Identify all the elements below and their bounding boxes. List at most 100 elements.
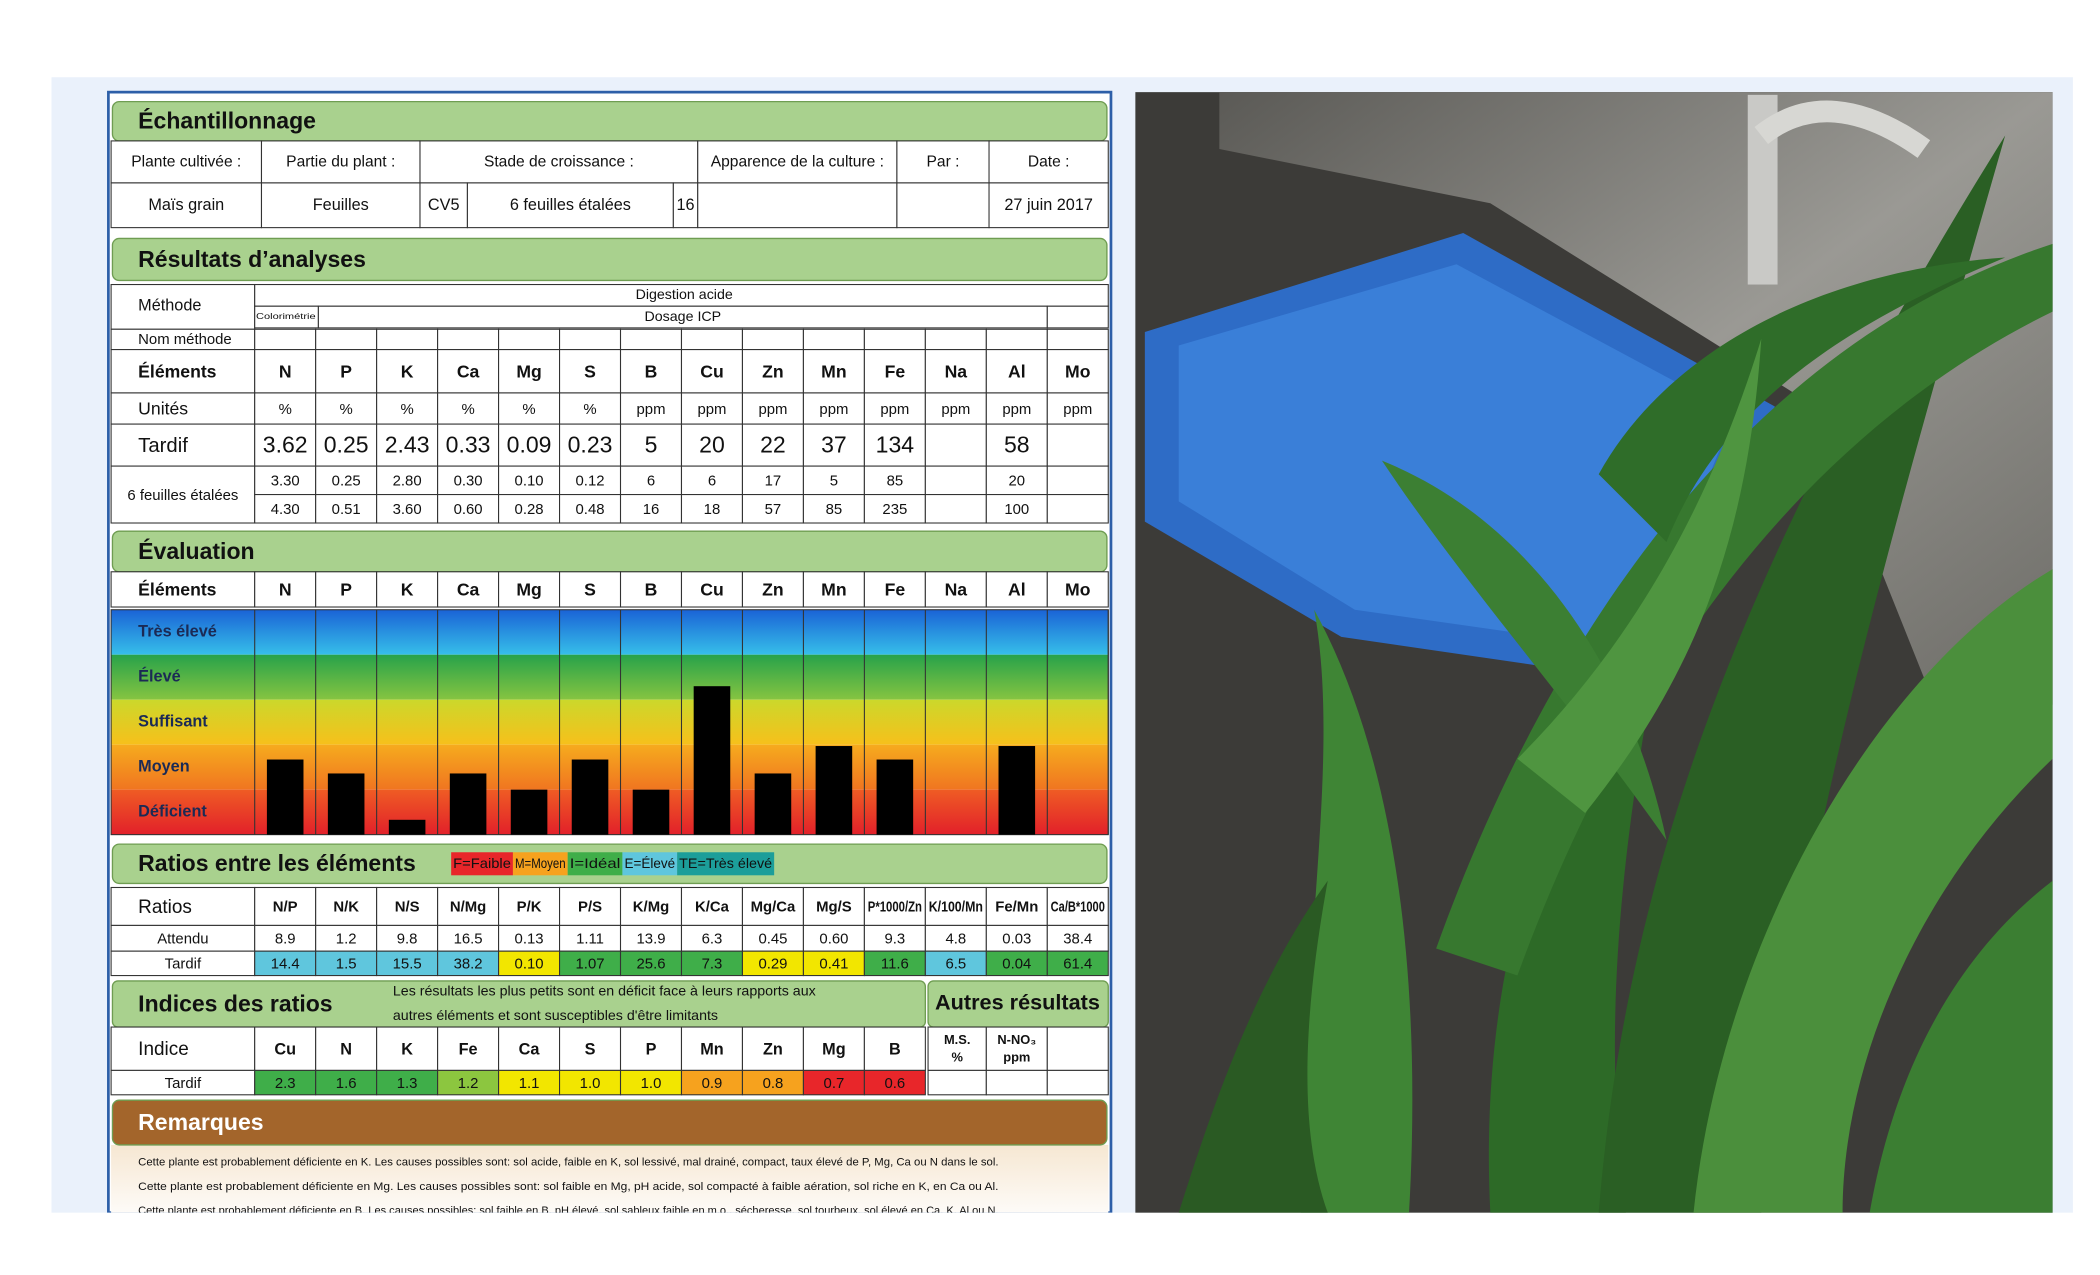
label: Na: [945, 361, 968, 381]
bar: [266, 759, 304, 835]
leaf: [1693, 569, 2053, 1213]
cell: [1046, 924, 1109, 952]
cell: [863, 328, 926, 351]
label: Ca: [519, 1040, 541, 1058]
cell: [741, 494, 804, 524]
label: S: [585, 1040, 596, 1058]
cell: [254, 1026, 317, 1071]
report: Échantillonnage Plante cultivée : Partie d…: [107, 90, 1113, 1217]
label: Mg: [516, 579, 541, 599]
bar: [693, 686, 731, 835]
label: Mo: [1065, 579, 1091, 599]
cell: [741, 886, 804, 926]
label: 6 feuilles étalées: [510, 196, 631, 214]
label: 38.4: [1063, 932, 1092, 948]
label: 235: [882, 502, 907, 518]
cell: [1046, 494, 1109, 524]
label: K: [401, 1040, 413, 1058]
label: Les résultats les plus petits sont en dé…: [393, 984, 816, 1000]
bar: [327, 773, 365, 835]
cell: [988, 182, 1109, 229]
label: CV5: [428, 196, 460, 214]
label: 16.5: [454, 932, 483, 948]
label: 0.28: [515, 502, 544, 518]
label: 1.6: [336, 1076, 357, 1092]
cell: [376, 1026, 439, 1071]
cell: [1046, 886, 1109, 926]
cell: [559, 1026, 622, 1071]
label: 4.8: [945, 932, 966, 948]
cell: [376, 950, 439, 977]
cell: [802, 571, 865, 608]
label: Cu: [274, 1040, 296, 1058]
legend-swatch: [622, 852, 678, 876]
label: P/S: [578, 900, 602, 916]
label: P*1000/Zn: [868, 900, 922, 916]
label: Maïs grain: [148, 196, 224, 214]
cell: [1046, 423, 1109, 467]
cell: [985, 328, 1048, 351]
label: 0.10: [515, 474, 544, 490]
bar: [571, 759, 609, 835]
level-label: Très élevé: [138, 623, 217, 641]
leaf: [1178, 880, 1328, 1213]
cell: [741, 1069, 804, 1096]
label: Attendu: [157, 932, 208, 948]
label: Ca: [457, 579, 480, 599]
label: 1.2: [458, 1076, 479, 1092]
label: P: [646, 1040, 657, 1058]
label: 9.8: [397, 932, 418, 948]
label: 1.07: [576, 957, 605, 973]
remark: Cette plante est probablement déficiente…: [138, 1181, 998, 1193]
label: 6: [708, 474, 716, 490]
label: 0.12: [576, 474, 605, 490]
cell: [924, 392, 987, 425]
cell: [315, 950, 378, 977]
cell: [802, 465, 865, 496]
label: %: [340, 402, 353, 418]
label: 1.3: [397, 1076, 418, 1092]
label: Mg/S: [816, 900, 852, 916]
label: 22: [760, 432, 786, 458]
label: Feuilles: [313, 196, 369, 214]
label: 0.60: [454, 502, 483, 518]
bar: [876, 759, 914, 835]
remark: Cette plante est probablement déficiente…: [138, 1205, 998, 1217]
label: Fe: [885, 361, 906, 381]
section-header: [111, 237, 1108, 282]
cell: [254, 423, 317, 467]
cell: [863, 950, 926, 977]
cell: [254, 494, 317, 524]
cell: [315, 571, 378, 608]
label: 13.9: [637, 932, 666, 948]
cell: [110, 465, 256, 524]
label: Mn: [821, 579, 846, 599]
label: Stade de croissance :: [484, 154, 634, 171]
label: K/Ca: [695, 900, 730, 916]
cell: [680, 465, 743, 496]
label: 85: [826, 502, 843, 518]
label: 0.9: [702, 1076, 723, 1092]
label: 16: [643, 502, 660, 518]
label: ppm: [637, 402, 666, 418]
legend-label: TE=Très élevé: [679, 856, 772, 872]
cell: [315, 328, 378, 351]
label: 1.2: [336, 932, 357, 948]
cell: [619, 465, 683, 496]
cell: [619, 950, 683, 977]
cell: [376, 886, 439, 926]
cell: [680, 571, 743, 608]
label: 5: [645, 432, 658, 458]
label: Zn: [763, 1040, 783, 1058]
leaf: [1517, 338, 1762, 813]
cell: [741, 392, 804, 425]
label: 0.8: [763, 1076, 784, 1092]
cell: [437, 328, 500, 351]
cell: [802, 924, 865, 952]
label: Fe/Mn: [995, 900, 1038, 916]
cell: [559, 924, 622, 952]
legend-swatch: [512, 852, 568, 876]
cell: [741, 423, 804, 467]
label: Tardif: [165, 1076, 202, 1092]
